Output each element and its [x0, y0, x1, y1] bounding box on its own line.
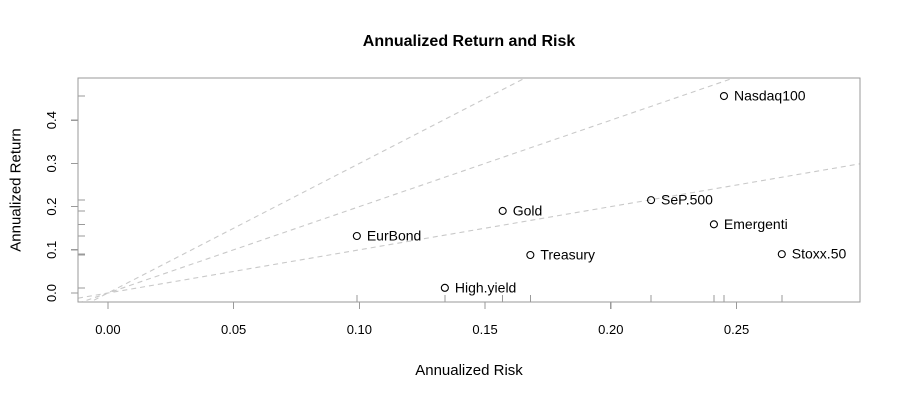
- data-point: [498, 206, 507, 215]
- y-tick-label: 0.2: [44, 198, 59, 216]
- chart-title: Annualized Return and Risk: [362, 33, 576, 50]
- x-tick-label: 0.10: [347, 322, 372, 337]
- data-point-label: Stoxx.50: [792, 246, 847, 262]
- data-point: [440, 283, 449, 292]
- data-point-label: High.yield: [455, 279, 516, 295]
- data-point-label: Treasury: [540, 246, 595, 262]
- x-axis-title: Annualized Risk: [415, 362, 523, 379]
- data-point: [777, 250, 786, 259]
- data-point: [709, 220, 718, 229]
- data-point-label: EurBond: [367, 227, 421, 243]
- reference-line-slope-1: [78, 163, 860, 299]
- plot-border: [77, 77, 861, 303]
- y-tick-label: 0.0: [44, 284, 59, 302]
- y-tick-label: 0.4: [44, 111, 59, 129]
- y-tick-label: 0.1: [44, 241, 59, 259]
- data-point-label: Nasdaq100: [734, 88, 806, 104]
- data-point-label: Gold: [513, 202, 543, 218]
- data-point: [352, 231, 361, 241]
- data-point: [526, 250, 535, 260]
- reference-line-slope-2: [80, 78, 736, 302]
- data-point: [719, 91, 729, 101]
- data-point-label: Emergenti: [724, 216, 788, 232]
- x-tick-label: 0.00: [95, 322, 120, 337]
- data-point-label: SeP.500: [661, 192, 713, 208]
- y-axis-title: Annualized Return: [7, 128, 25, 252]
- x-tick-label: 0.20: [598, 322, 623, 337]
- reference-line-slope-3: [89, 78, 527, 302]
- x-tick-label: 0.25: [724, 322, 749, 337]
- data-point: [646, 196, 656, 205]
- x-tick-label: 0.15: [472, 322, 497, 337]
- x-tick-label: 0.05: [221, 322, 246, 337]
- y-tick-label: 0.3: [44, 154, 59, 172]
